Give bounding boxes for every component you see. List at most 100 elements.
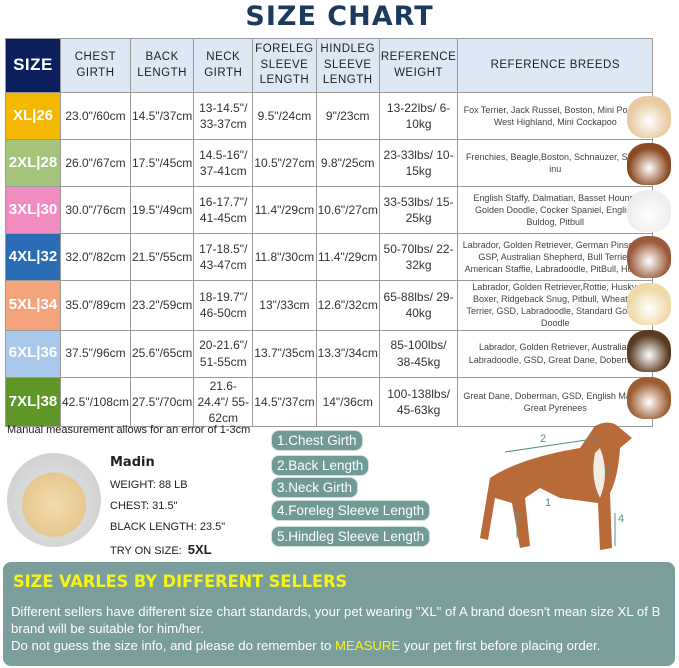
cell-back: 25.6"/65cm xyxy=(129,329,195,378)
cell-weight: 100-138lbs/ 45-63kg xyxy=(378,376,459,428)
table-row: 4XL|32 32.0"/82cm 21.5"/55cm 17-18.5"/ 43-4… xyxy=(5,233,654,281)
measurement-note: Manual measurement allows for an error o… xyxy=(7,424,251,436)
cell-size: 3XL|30 xyxy=(5,186,61,234)
column-header: FORELEG SLEEVE LENGTH xyxy=(252,38,317,93)
cell-weight: 13-22lbs/ 6-10kg xyxy=(378,92,459,140)
cell-hindleg: 14"/36cm xyxy=(315,376,380,428)
column-header: HINDLEG SLEEVE LENGTH xyxy=(315,38,380,93)
cell-size: 5XL|34 xyxy=(5,280,61,331)
measurement-label: 5.Hindleg Sleeve Length xyxy=(272,527,430,546)
measurement-label: 1.Chest Girth xyxy=(272,431,362,450)
cell-neck: 14.5-16"/ 37-41cm xyxy=(193,139,254,187)
breed-dog-photo xyxy=(627,189,671,232)
cell-chest: 23.0"/60cm xyxy=(60,92,131,140)
label-2: 2 xyxy=(540,433,546,445)
cell-back: 23.2"/59cm xyxy=(129,280,195,331)
cell-size: 2XL|28 xyxy=(5,139,61,187)
table-row: 2XL|28 26.0"/67cm 17.5"/45cm 14.5-16"/ 37-4… xyxy=(5,139,654,187)
cell-breeds: Frenchies, Beagle,Boston, Schnauzer, Shi… xyxy=(457,139,654,187)
column-header: SIZE xyxy=(5,38,61,93)
dog-measurement-diagram: 2 3 1 4 5 xyxy=(480,422,632,550)
model-chest: CHEST: 31.5" xyxy=(110,500,178,512)
cell-size: 6XL|36 xyxy=(5,329,61,378)
column-header: NECK GIRTH xyxy=(193,38,254,93)
model-weight: WEIGHT: 88 LB xyxy=(110,479,188,491)
table-row: 6XL|36 37.5"/96cm 25.6"/65cm 20-21.6"/ 51-5… xyxy=(5,329,654,378)
page-title: SIZE CHART xyxy=(245,1,434,32)
notice-heading: SIZE VARLES BY DIFFERENT SELLERS xyxy=(13,572,348,592)
cell-foreleg: 14.5"/37cm xyxy=(252,376,317,428)
model-try-size: TRY ON SIZE: 5XL xyxy=(110,542,212,557)
label-1: 1 xyxy=(545,497,551,509)
cell-breeds: Fox Terrier, Jack Russel, Boston, Mini P… xyxy=(457,92,654,140)
cell-back: 27.5"/70cm xyxy=(129,376,195,428)
cell-weight: 23-33lbs/ 10-15kg xyxy=(378,139,459,187)
cell-foreleg: 10.5"/27cm xyxy=(252,139,317,187)
measurement-label: 2.Back Length xyxy=(272,456,369,475)
breed-dog-photo xyxy=(627,142,671,185)
cell-foreleg: 11.4"/29cm xyxy=(252,186,317,234)
model-name: Madin xyxy=(110,455,155,470)
cell-hindleg: 13.3"/34cm xyxy=(315,329,380,378)
model-length: BLACK LENGTH: 23.5" xyxy=(110,521,226,533)
breed-dog-photo xyxy=(627,330,671,372)
cell-neck: 18-19.7"/ 46-50cm xyxy=(193,280,254,331)
cell-neck: 13-14.5"/ 33-37cm xyxy=(193,92,254,140)
cell-hindleg: 9.8"/25cm xyxy=(315,139,380,187)
model-dog-photo xyxy=(7,453,101,547)
measurement-label: 4.Foreleg Sleeve Length xyxy=(272,501,430,520)
label-5: 5 xyxy=(516,513,522,525)
size-chart-table: SIZE CHEST GIRTH BACK LENGTH NECK GIRTH FORE… xyxy=(5,38,654,428)
breed-dog-photo xyxy=(627,96,671,138)
cell-hindleg: 10.6"/27cm xyxy=(315,186,380,234)
cell-neck: 21.6-24.4"/ 55-62cm xyxy=(193,376,254,428)
seller-size-notice: SIZE VARLES BY DIFFERENT SELLERS Differe… xyxy=(3,562,675,666)
cell-breeds: English Staffy, Dalmatian, Basset Hound,… xyxy=(457,186,654,234)
breed-dog-photo xyxy=(627,283,671,326)
table-row: 5XL|34 35.0"/89cm 23.2"/59cm 18-19.7"/ 46-5… xyxy=(5,280,654,331)
cell-chest: 26.0"/67cm xyxy=(60,139,131,187)
notice-text: Different sellers have different size ch… xyxy=(11,604,661,653)
cell-neck: 17-18.5"/ 43-47cm xyxy=(193,233,254,281)
cell-neck: 16-17.7"/ 41-45cm xyxy=(193,186,254,234)
cell-weight: 65-88lbs/ 29-40kg xyxy=(378,280,459,331)
label-3: 3 xyxy=(605,465,611,477)
cell-chest: 30.0"/76cm xyxy=(60,186,131,234)
table-row: 3XL|30 30.0"/76cm 19.5"/49cm 16-17.7"/ 41-4… xyxy=(5,186,654,234)
cell-breeds: Labrador, Golden Retriever, Australian L… xyxy=(457,329,654,378)
measurement-label: 3.Neck Girth xyxy=(272,478,358,497)
cell-weight: 50-70lbs/ 22-32kg xyxy=(378,233,459,281)
cell-chest: 32.0"/82cm xyxy=(60,233,131,281)
breed-dog-photo xyxy=(627,236,671,279)
cell-hindleg: 12.6"/32cm xyxy=(315,280,380,331)
model-info: Madin WEIGHT: 88 LB CHEST: 31.5" BLACK L… xyxy=(110,455,225,566)
cell-weight: 85-100lbs/ 38-45kg xyxy=(378,329,459,378)
cell-size: XL|26 xyxy=(5,92,61,140)
table-row: XL|26 23.0"/60cm 14.5"/37cm 13-14.5"/ 33-37… xyxy=(5,92,654,140)
cell-size: 7XL|38 xyxy=(5,376,61,428)
cell-back: 19.5"/49cm xyxy=(129,186,195,234)
label-4: 4 xyxy=(618,513,624,525)
cell-foreleg: 13"/33cm xyxy=(252,280,317,331)
cell-back: 14.5"/37cm xyxy=(129,92,195,140)
column-header: REFERENCE WEIGHT xyxy=(378,38,459,93)
cell-breeds: Labrador, Golden Retriever, German Pinsc… xyxy=(457,233,654,281)
cell-hindleg: 11.4"/29cm xyxy=(315,233,380,281)
cell-chest: 42.5"/108cm xyxy=(60,376,131,428)
cell-breeds: Great Dane, Doberman, GSD, English Masti… xyxy=(457,376,654,428)
breed-dog-photo xyxy=(627,376,671,419)
column-header: BACK LENGTH xyxy=(129,38,195,93)
cell-foreleg: 9.5"/24cm xyxy=(252,92,317,140)
table-row: 7XL|38 42.5"/108cm 27.5"/70cm 21.6-24.4"/ 5… xyxy=(5,376,654,428)
cell-foreleg: 11.8"/30cm xyxy=(252,233,317,281)
cell-neck: 20-21.6"/ 51-55cm xyxy=(193,329,254,378)
column-header: CHEST GIRTH xyxy=(60,38,131,93)
column-header: REFERENCE BREEDS xyxy=(457,38,654,93)
cell-foreleg: 13.7"/35cm xyxy=(252,329,317,378)
cell-chest: 37.5"/96cm xyxy=(60,329,131,378)
cell-weight: 33-53lbs/ 15-25kg xyxy=(378,186,459,234)
cell-hindleg: 9"/23cm xyxy=(315,92,380,140)
cell-size: 4XL|32 xyxy=(5,233,61,281)
cell-back: 17.5"/45cm xyxy=(129,139,195,187)
cell-chest: 35.0"/89cm xyxy=(60,280,131,331)
